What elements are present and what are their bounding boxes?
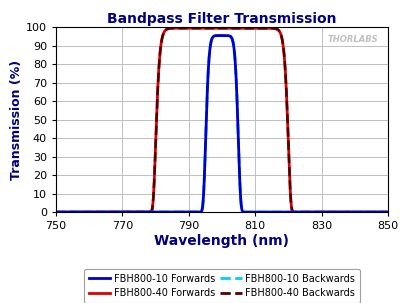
- Title: Bandpass Filter Transmission: Bandpass Filter Transmission: [107, 12, 337, 26]
- Legend: FBH800-10 Forwards, FBH800-40 Forwards, FBH800-10 Backwards, FBH800-40 Backwards: FBH800-10 Forwards, FBH800-40 Forwards, …: [84, 269, 360, 303]
- X-axis label: Wavelength (nm): Wavelength (nm): [154, 234, 290, 248]
- Text: THORLABS: THORLABS: [328, 35, 378, 44]
- Y-axis label: Transmission (%): Transmission (%): [10, 60, 23, 180]
